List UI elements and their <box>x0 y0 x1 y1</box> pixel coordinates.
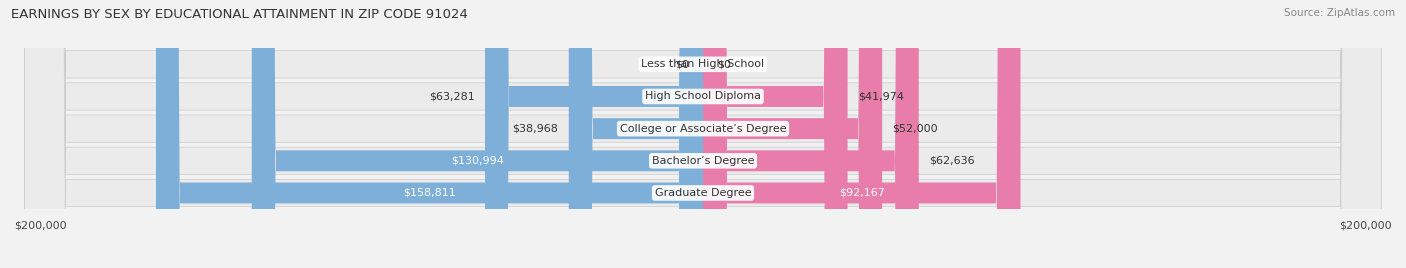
FancyBboxPatch shape <box>703 0 1021 268</box>
FancyBboxPatch shape <box>569 0 703 268</box>
Text: Source: ZipAtlas.com: Source: ZipAtlas.com <box>1284 8 1395 18</box>
FancyBboxPatch shape <box>703 0 918 268</box>
Text: $0: $0 <box>717 59 731 69</box>
Text: $0: $0 <box>675 59 689 69</box>
Text: College or Associate’s Degree: College or Associate’s Degree <box>620 124 786 134</box>
Text: $62,636: $62,636 <box>929 156 974 166</box>
Text: EARNINGS BY SEX BY EDUCATIONAL ATTAINMENT IN ZIP CODE 91024: EARNINGS BY SEX BY EDUCATIONAL ATTAINMEN… <box>11 8 468 21</box>
Text: $38,968: $38,968 <box>513 124 558 134</box>
Text: $158,811: $158,811 <box>404 188 456 198</box>
Text: Bachelor’s Degree: Bachelor’s Degree <box>652 156 754 166</box>
FancyBboxPatch shape <box>24 0 1382 268</box>
Text: $41,974: $41,974 <box>858 91 904 102</box>
FancyBboxPatch shape <box>24 0 1382 268</box>
Text: Graduate Degree: Graduate Degree <box>655 188 751 198</box>
Text: $63,281: $63,281 <box>429 91 475 102</box>
Text: $200,000: $200,000 <box>1340 220 1392 230</box>
Text: $130,994: $130,994 <box>451 156 503 166</box>
FancyBboxPatch shape <box>24 0 1382 268</box>
Text: Less than High School: Less than High School <box>641 59 765 69</box>
FancyBboxPatch shape <box>703 0 848 268</box>
Text: $200,000: $200,000 <box>14 220 66 230</box>
FancyBboxPatch shape <box>703 0 882 268</box>
FancyBboxPatch shape <box>252 0 703 268</box>
Text: $52,000: $52,000 <box>893 124 938 134</box>
FancyBboxPatch shape <box>156 0 703 268</box>
Text: $92,167: $92,167 <box>839 188 884 198</box>
FancyBboxPatch shape <box>24 0 1382 268</box>
FancyBboxPatch shape <box>485 0 703 268</box>
FancyBboxPatch shape <box>24 0 1382 268</box>
Text: High School Diploma: High School Diploma <box>645 91 761 102</box>
